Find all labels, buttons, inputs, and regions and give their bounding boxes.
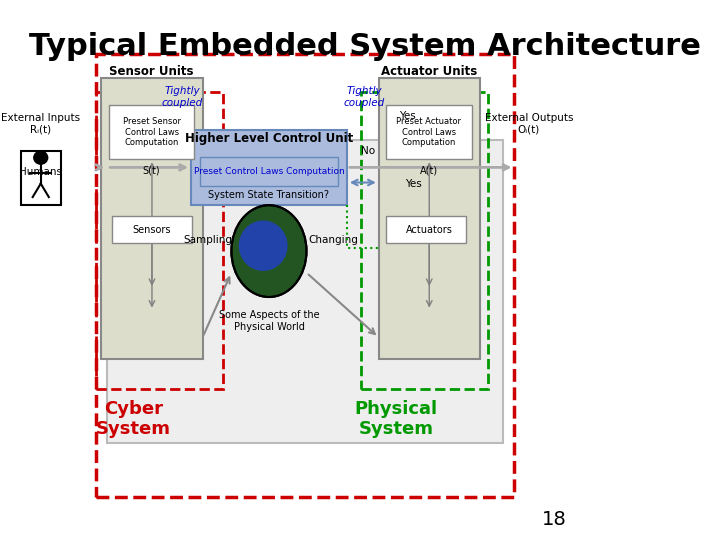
Text: Preset Control Laws Computation: Preset Control Laws Computation — [194, 167, 344, 176]
Text: Sampling: Sampling — [184, 235, 233, 245]
FancyBboxPatch shape — [21, 151, 61, 205]
Text: Sensors: Sensors — [132, 225, 171, 235]
Text: System State Transition?: System State Transition? — [209, 191, 330, 200]
FancyBboxPatch shape — [191, 130, 347, 205]
Text: Sensor Units: Sensor Units — [109, 65, 194, 78]
Text: Changing: Changing — [309, 235, 359, 245]
Text: S(t): S(t) — [143, 165, 161, 175]
Text: External Outputs
Oᵢ(t): External Outputs Oᵢ(t) — [485, 113, 573, 135]
Text: A(t): A(t) — [420, 165, 438, 175]
Text: Typical Embedded System Architecture: Typical Embedded System Architecture — [30, 32, 701, 62]
Text: Actuators: Actuators — [405, 225, 452, 235]
Text: Humans: Humans — [19, 167, 62, 178]
Circle shape — [34, 151, 48, 164]
FancyBboxPatch shape — [379, 78, 480, 359]
Text: Preset Sensor
Control Laws
Computation: Preset Sensor Control Laws Computation — [122, 117, 181, 147]
Text: Some Aspects of the
Physical World: Some Aspects of the Physical World — [219, 310, 319, 332]
Ellipse shape — [231, 205, 307, 297]
Text: Tightly
coupled: Tightly coupled — [162, 86, 203, 108]
Text: Cyber
System: Cyber System — [96, 400, 171, 438]
FancyBboxPatch shape — [199, 157, 338, 186]
Text: Actuator Units: Actuator Units — [381, 65, 477, 78]
Text: Preset Actuator
Control Laws
Computation: Preset Actuator Control Laws Computation — [397, 117, 462, 147]
Text: Yes: Yes — [399, 111, 415, 121]
Text: No: No — [361, 146, 376, 156]
Text: Physical
System: Physical System — [354, 400, 438, 438]
Text: 18: 18 — [541, 510, 567, 529]
Text: External Inputs
Rᵢ(t): External Inputs Rᵢ(t) — [1, 113, 81, 135]
Text: Tightly
coupled: Tightly coupled — [343, 86, 385, 108]
FancyBboxPatch shape — [107, 140, 503, 443]
Text: Yes: Yes — [405, 179, 421, 188]
FancyBboxPatch shape — [102, 78, 202, 359]
Text: Higher Level Control Unit: Higher Level Control Unit — [185, 132, 353, 145]
FancyBboxPatch shape — [386, 216, 466, 243]
FancyBboxPatch shape — [109, 105, 194, 159]
FancyBboxPatch shape — [386, 105, 472, 159]
Ellipse shape — [239, 220, 287, 271]
FancyBboxPatch shape — [112, 216, 192, 243]
